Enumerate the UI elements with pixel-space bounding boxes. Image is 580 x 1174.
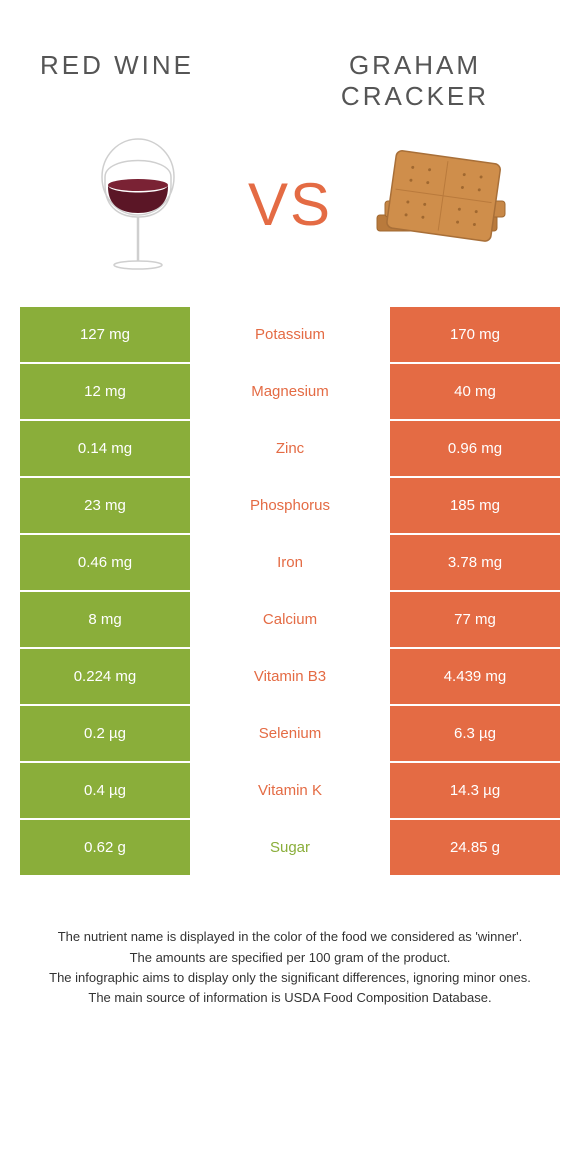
cell-label: Sugar (190, 820, 390, 875)
cell-label: Vitamin K (190, 763, 390, 818)
cell-left: 12 mg (20, 364, 190, 419)
cell-label: Magnesium (190, 364, 390, 419)
cell-left: 0.224 mg (20, 649, 190, 704)
table-row: 127 mgPotassium170 mg (20, 307, 560, 362)
footnote-line: The amounts are specified per 100 gram o… (35, 948, 545, 968)
table-row: 8 mgCalcium77 mg (20, 592, 560, 647)
cell-right: 0.96 mg (390, 421, 560, 476)
footnote-line: The nutrient name is displayed in the co… (35, 927, 545, 947)
cell-left: 0.4 µg (20, 763, 190, 818)
cell-label: Vitamin B3 (190, 649, 390, 704)
cell-label: Iron (190, 535, 390, 590)
images-row: VS (20, 122, 560, 307)
cell-left: 0.2 µg (20, 706, 190, 761)
footnote-line: The infographic aims to display only the… (35, 968, 545, 988)
cell-right: 4.439 mg (390, 649, 560, 704)
title-right: Graham Cracker (290, 50, 540, 112)
infographic-container: Red Wine Graham Cracker VS (0, 0, 580, 1028)
title-right-line1: Graham (349, 50, 481, 80)
table-row: 0.62 gSugar24.85 g (20, 820, 560, 875)
cell-right: 40 mg (390, 364, 560, 419)
cell-left: 8 mg (20, 592, 190, 647)
cell-right: 3.78 mg (390, 535, 560, 590)
cell-left: 0.14 mg (20, 421, 190, 476)
table-row: 0.4 µgVitamin K14.3 µg (20, 763, 560, 818)
table-row: 0.46 mgIron3.78 mg (20, 535, 560, 590)
table-row: 0.2 µgSelenium6.3 µg (20, 706, 560, 761)
cell-label: Calcium (190, 592, 390, 647)
wine-glass-icon (83, 135, 193, 275)
comparison-table: 127 mgPotassium170 mg12 mgMagnesium40 mg… (20, 307, 560, 875)
cell-label: Phosphorus (190, 478, 390, 533)
header-row: Red Wine Graham Cracker (20, 50, 560, 122)
cell-right: 170 mg (390, 307, 560, 362)
cell-right: 77 mg (390, 592, 560, 647)
cell-label: Potassium (190, 307, 390, 362)
graham-cracker-icon (357, 145, 527, 265)
image-left (40, 132, 235, 277)
cell-label: Selenium (190, 706, 390, 761)
cell-left: 127 mg (20, 307, 190, 362)
table-row: 0.224 mgVitamin B34.439 mg (20, 649, 560, 704)
cell-right: 14.3 µg (390, 763, 560, 818)
image-right (345, 132, 540, 277)
cell-left: 0.46 mg (20, 535, 190, 590)
cell-right: 6.3 µg (390, 706, 560, 761)
table-row: 12 mgMagnesium40 mg (20, 364, 560, 419)
cell-right: 24.85 g (390, 820, 560, 875)
footnote-line: The main source of information is USDA F… (35, 988, 545, 1008)
vs-label: VS (248, 170, 332, 239)
cell-label: Zinc (190, 421, 390, 476)
table-row: 23 mgPhosphorus185 mg (20, 478, 560, 533)
title-right-line2: Cracker (341, 81, 489, 111)
cell-right: 185 mg (390, 478, 560, 533)
cell-left: 23 mg (20, 478, 190, 533)
title-left: Red Wine (40, 50, 290, 81)
cell-left: 0.62 g (20, 820, 190, 875)
footnotes: The nutrient name is displayed in the co… (20, 877, 560, 1008)
table-row: 0.14 mgZinc0.96 mg (20, 421, 560, 476)
